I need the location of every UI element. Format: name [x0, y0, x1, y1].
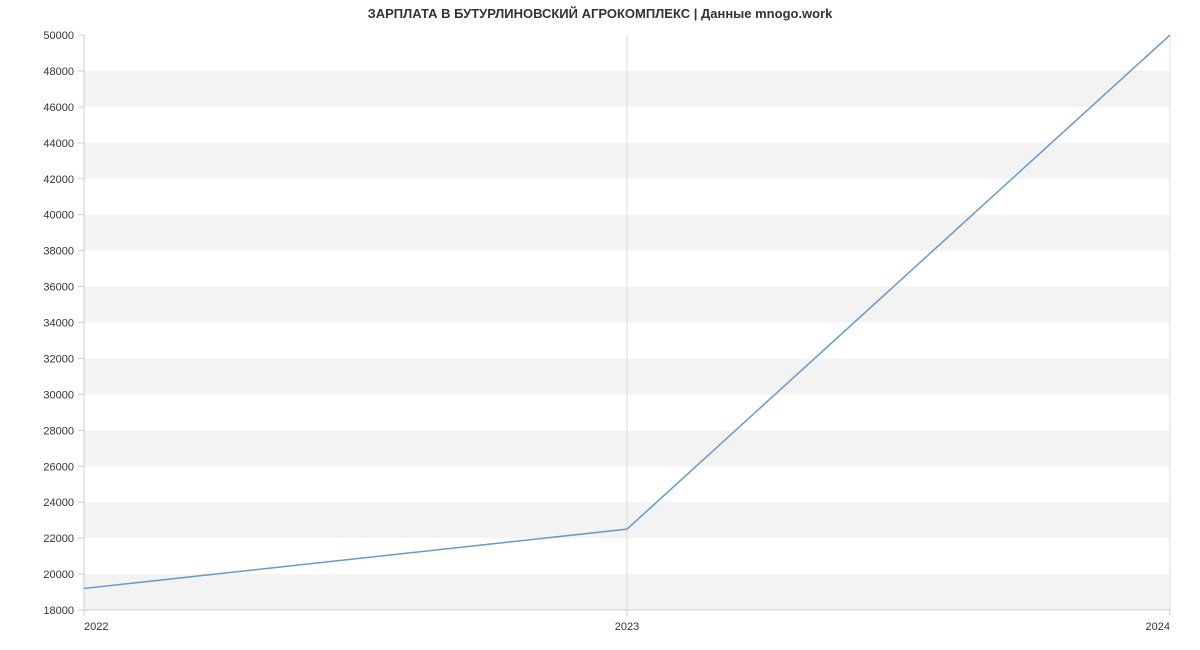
y-tick-label: 32000 — [43, 353, 74, 365]
x-tick-label: 2024 — [1146, 621, 1170, 633]
y-tick-label: 26000 — [43, 461, 74, 473]
y-tick-label: 36000 — [43, 282, 74, 294]
x-tick-label: 2022 — [84, 621, 108, 633]
chart-title: ЗАРПЛАТА В БУТУРЛИНОВСКИЙ АГРОКОМПЛЕКС |… — [368, 6, 834, 21]
y-tick-label: 20000 — [43, 569, 74, 581]
y-tick-label: 28000 — [43, 425, 74, 437]
y-tick-label: 24000 — [43, 497, 74, 509]
y-tick-label: 18000 — [43, 605, 74, 617]
chart-svg: ЗАРПЛАТА В БУТУРЛИНОВСКИЙ АГРОКОМПЛЕКС |… — [0, 0, 1200, 650]
y-tick-label: 34000 — [43, 318, 74, 330]
y-tick-label: 38000 — [43, 246, 74, 258]
y-tick-label: 48000 — [43, 66, 74, 78]
y-tick-label: 50000 — [43, 30, 74, 42]
y-tick-label: 42000 — [43, 174, 74, 186]
y-tick-label: 44000 — [43, 138, 74, 150]
y-tick-label: 22000 — [43, 533, 74, 545]
salary-chart: ЗАРПЛАТА В БУТУРЛИНОВСКИЙ АГРОКОМПЛЕКС |… — [0, 0, 1200, 650]
y-tick-label: 30000 — [43, 389, 74, 401]
y-tick-label: 46000 — [43, 102, 74, 114]
y-tick-label: 40000 — [43, 210, 74, 222]
x-tick-label: 2023 — [615, 621, 639, 633]
